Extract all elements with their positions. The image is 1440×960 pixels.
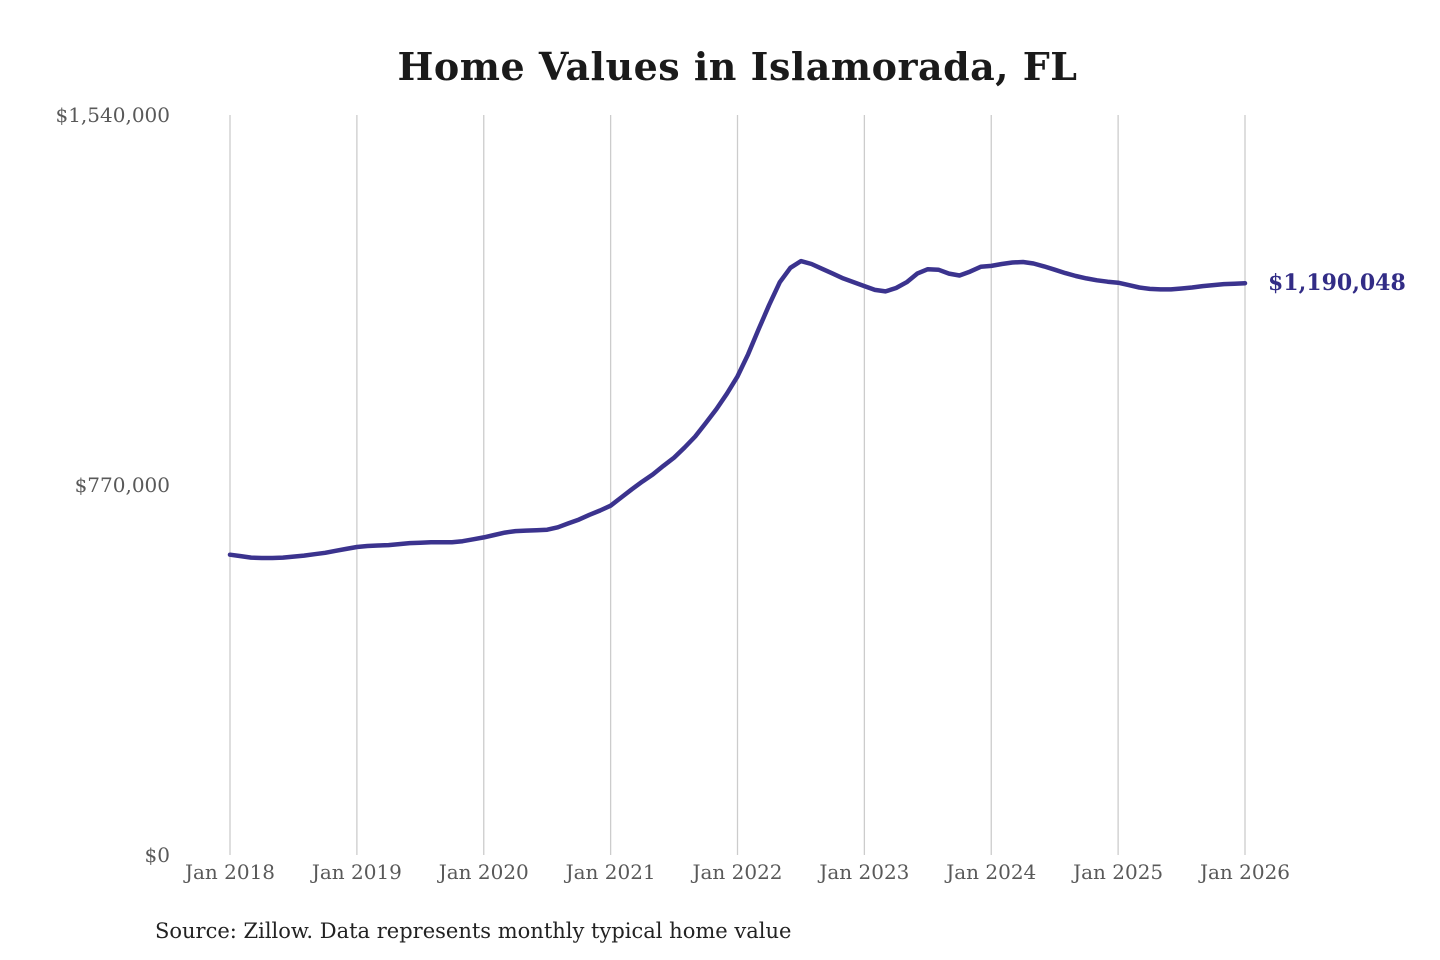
x-tick-label: Jan 2020 xyxy=(438,860,529,884)
x-tick-label: Jan 2023 xyxy=(819,860,910,884)
x-tick-label: Jan 2019 xyxy=(311,860,402,884)
chart-title: Home Values in Islamorada, FL xyxy=(397,44,1078,89)
x-tick-label: Jan 2025 xyxy=(1073,860,1164,884)
x-tick-label: Jan 2022 xyxy=(692,860,783,884)
y-tick-label: $1,540,000 xyxy=(55,103,170,127)
y-tick-label: $770,000 xyxy=(74,473,170,497)
x-tick-label: Jan 2026 xyxy=(1199,860,1291,884)
x-tick-label: Jan 2018 xyxy=(184,860,276,884)
source-note: Source: Zillow. Data represents monthly … xyxy=(155,919,792,943)
home-value-line xyxy=(227,258,1248,561)
x-tick-label: Jan 2021 xyxy=(565,860,656,884)
y-tick-label: $0 xyxy=(144,843,170,867)
x-tick-label: Jan 2024 xyxy=(946,860,1037,884)
latest-value-label: $1,190,048 xyxy=(1268,270,1406,297)
